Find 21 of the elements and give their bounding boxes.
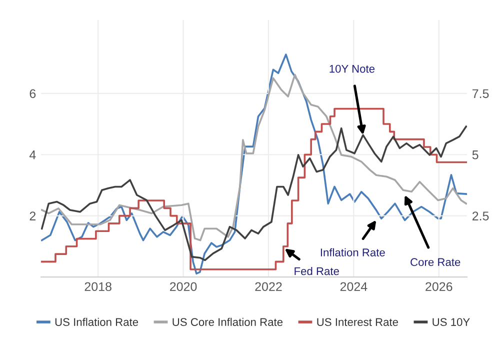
y2-tick-label: 5 <box>472 150 478 160</box>
y-tick-label: 4 <box>29 150 36 160</box>
annotation: Fed Rate <box>294 266 339 276</box>
legend-label: US Interest Rate <box>317 318 398 326</box>
annotation: Core Rate <box>410 258 460 266</box>
legend-label: US 10Y <box>432 318 470 326</box>
annotation: Inflation Rate <box>320 248 385 256</box>
x-tick-label: 2018 <box>84 282 112 292</box>
legend-label: US Core Inflation Rate <box>172 318 283 326</box>
x-tick-label: 2024 <box>340 282 368 292</box>
y2-tick-label: 2.5 <box>472 212 489 220</box>
legend-label: US Inflation Rate <box>55 318 138 326</box>
y2-tick-label: 7.5 <box>472 89 489 98</box>
x-tick-label: 2026 <box>426 282 452 292</box>
x-tick-label: 2020 <box>170 282 197 292</box>
y-tick-label: 2 <box>30 212 36 220</box>
line-series <box>41 74 467 242</box>
line-series <box>41 54 467 274</box>
x-tick-label: 2022 <box>255 282 282 292</box>
annotation: 10Y Note <box>330 64 375 73</box>
y-tick-label: 6 <box>30 89 36 98</box>
